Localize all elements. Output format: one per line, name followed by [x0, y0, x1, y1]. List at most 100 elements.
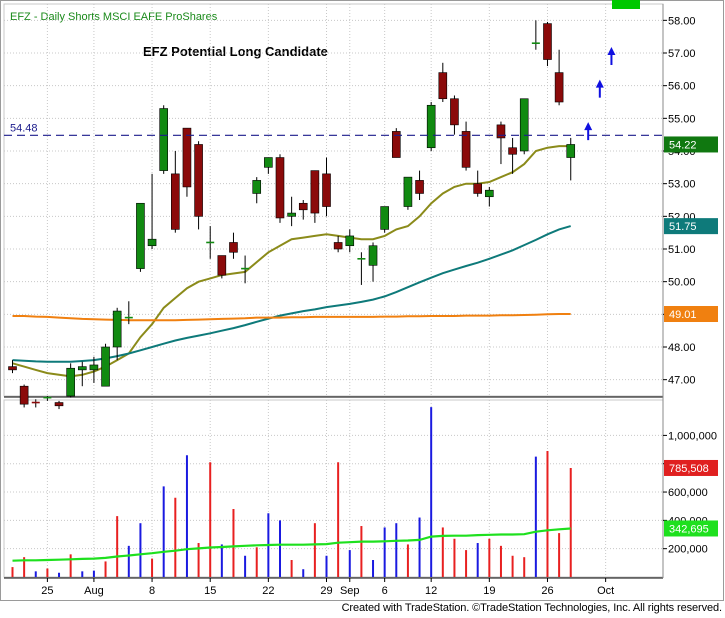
orange-average-badge: 49.01: [664, 306, 718, 323]
candle: [101, 343, 110, 387]
last-price-badge-text: 54.22: [669, 139, 697, 151]
chart-border: [0, 0, 724, 601]
candle: [554, 49, 564, 106]
candle-body: [391, 131, 401, 158]
candle-body: [345, 235, 355, 247]
candle: [345, 229, 355, 253]
teal-average-badge-bg: [664, 218, 718, 235]
x-tick-label: 29: [320, 585, 332, 597]
candle: [31, 399, 40, 408]
candle-body: [19, 385, 29, 405]
candle-body: [194, 144, 203, 217]
candle-body: [159, 108, 168, 171]
volume-average-line: [12, 527, 571, 562]
x-tick-label: Oct: [597, 585, 614, 597]
candle-body: [287, 212, 296, 217]
candle-body: [54, 402, 64, 407]
candle: [54, 400, 64, 410]
candle-body: [8, 366, 17, 371]
candle-body: [147, 238, 157, 247]
up-arrow-icon: [607, 47, 616, 65]
x-tick-label: 19: [483, 585, 495, 597]
volume-tick-label: 200,000: [668, 544, 708, 556]
footer-credit: Created with TradeStation. ©TradeStation…: [341, 602, 723, 614]
price-tick-label: 55.00: [668, 113, 696, 125]
candle-body: [508, 147, 517, 155]
up-arrow-head: [584, 122, 593, 131]
candle: [66, 363, 75, 398]
candle: [112, 307, 122, 361]
candle: [403, 176, 413, 210]
up-arrow-head: [607, 47, 616, 55]
volume-average-badge: 342,695: [664, 520, 718, 537]
candle-body: [368, 245, 378, 266]
candle-body: [496, 124, 506, 139]
candle-body: [485, 189, 494, 198]
x-tick-label: 25: [41, 585, 53, 597]
candle-body: [275, 157, 285, 219]
candle: [89, 356, 99, 383]
candle: [275, 154, 285, 223]
candle-body: [554, 72, 564, 103]
candle: [182, 127, 192, 197]
candle-body: [333, 242, 343, 250]
x-tick-label: Aug: [84, 585, 104, 597]
candle: [287, 196, 296, 227]
candle-body: [136, 202, 145, 269]
orange-average-badge-bg: [664, 306, 718, 323]
candle: [473, 170, 483, 197]
candle-body: [229, 242, 238, 253]
status-indicator: [612, 0, 640, 9]
candle-body: [252, 180, 262, 194]
candle: [171, 151, 180, 233]
candle-body: [426, 104, 436, 149]
volume-tick-label: 1,000,000: [668, 430, 717, 442]
candle: [19, 384, 29, 408]
candle: [241, 255, 250, 284]
candle-body: [101, 346, 110, 387]
candle: [194, 141, 203, 230]
candle-body: [450, 98, 459, 126]
candle-body: [77, 366, 87, 371]
candle: [391, 128, 401, 158]
orange-average-badge-text: 49.01: [669, 309, 697, 321]
candle-body: [264, 157, 273, 168]
candle: [333, 235, 343, 253]
price-tick-label: 58.00: [668, 15, 696, 27]
last-price-badge: 54.22: [664, 136, 718, 153]
volume-average-badge-bg: [664, 520, 718, 537]
price-tick-label: 56.00: [668, 81, 696, 93]
candle: [206, 226, 215, 259]
candle-body: [438, 72, 448, 100]
up-arrow-head: [595, 79, 604, 88]
candle-body: [182, 127, 192, 188]
candle: [461, 121, 471, 171]
price-tick-label: 51.00: [668, 244, 696, 256]
candle-body: [380, 206, 389, 230]
x-tick-label: 8: [149, 585, 155, 597]
candle-body: [519, 98, 529, 152]
teal-average-badge-text: 51.75: [669, 221, 697, 233]
volume-tick-label: 600,000: [668, 487, 708, 499]
candle: [217, 255, 227, 279]
candle: [485, 186, 494, 207]
candle: [229, 232, 238, 259]
candle: [566, 137, 576, 181]
candle: [159, 105, 168, 174]
last-price-badge-bg: [664, 136, 718, 153]
candle: [380, 206, 389, 233]
moving-average-line-3: [12, 313, 571, 322]
candle: [415, 170, 424, 200]
candle-body: [322, 173, 331, 207]
chart-annotation: EFZ Potential Long Candidate: [143, 44, 328, 59]
up-arrow-icon: [584, 122, 593, 141]
x-tick-label: 6: [382, 585, 388, 597]
candle: [508, 137, 517, 174]
candle: [310, 170, 320, 223]
candle: [43, 396, 52, 401]
candle-body: [66, 367, 75, 397]
candle: [322, 157, 331, 217]
price-tick-label: 48.00: [668, 342, 696, 354]
up-arrow-icon: [595, 79, 604, 98]
